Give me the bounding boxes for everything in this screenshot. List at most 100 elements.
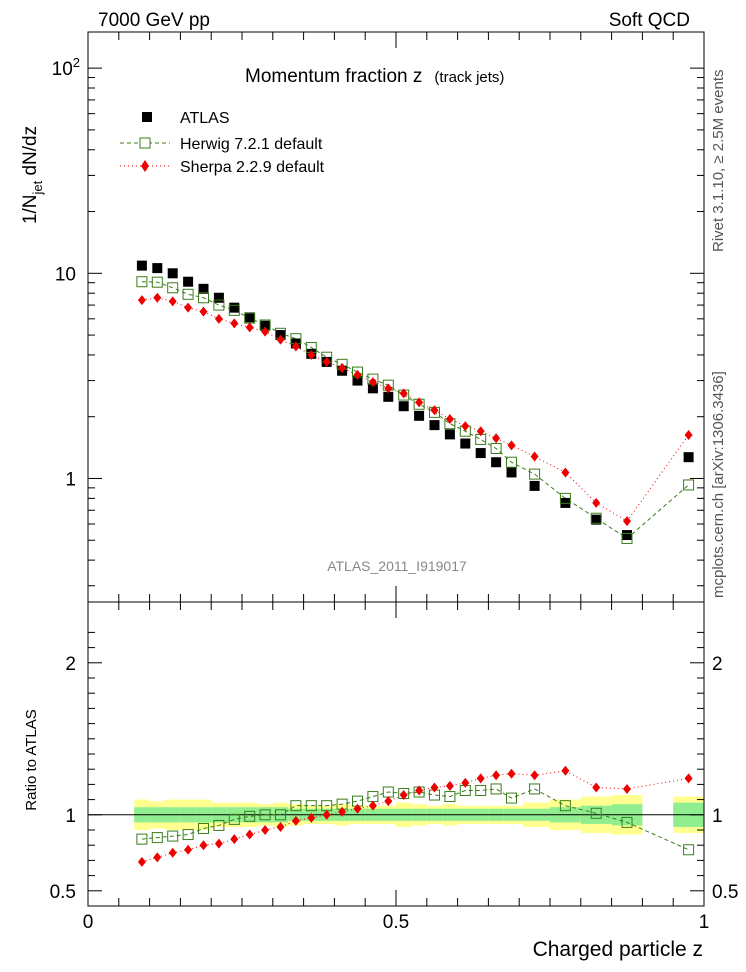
herwig-ratio-point (559, 800, 571, 812)
ratio-panel: 2 21 10.5 0.50 0.5 1 Ratio to ATLAS Charged p… (23, 601, 738, 961)
herwig-line (141, 281, 689, 540)
atlas-point (429, 420, 440, 431)
herwig-point (506, 456, 517, 468)
sherpa-point (399, 388, 408, 399)
y-tick-label-ratio: 1 (65, 806, 76, 827)
herwig-point (198, 292, 209, 304)
sherpa-point (322, 356, 331, 367)
herwig-point (151, 276, 163, 288)
sherpa-ratio-point (307, 812, 316, 823)
atlas-point (506, 467, 517, 478)
atlas-point (198, 283, 209, 294)
herwig-ratio-point (275, 809, 286, 821)
herwig-ratio-point (290, 800, 302, 812)
herwig-point (490, 442, 502, 454)
herwig-point (683, 479, 695, 491)
sherpa-point (137, 295, 146, 306)
y-tick-label-ratio-right: 2 (712, 654, 723, 675)
herwig-point (167, 282, 179, 294)
sherpa-point (168, 296, 177, 307)
atlas-point (167, 268, 178, 279)
sherpa-point (592, 497, 601, 508)
herwig-point (529, 468, 541, 480)
sherpa-ratio-point (492, 770, 501, 781)
atlas-point (260, 320, 271, 331)
y-tick-label-ratio-right: 0.5 (712, 882, 738, 903)
x-tick-label: 0 (83, 912, 94, 933)
sherpa-ratio-point (461, 777, 470, 788)
herwig-point (213, 299, 225, 311)
sherpa-point (291, 341, 300, 352)
atlas-point (136, 260, 147, 271)
sherpa-point (476, 426, 485, 437)
atlas-point (213, 292, 224, 303)
sherpa-ratio-point (592, 782, 601, 793)
mcplots-label: mcplots.cern.ch [arXiv:1306.3436] (710, 371, 727, 598)
legend-entry-sherpa: Sherpa 2.2.9 default (120, 159, 325, 176)
sherpa-point (530, 451, 539, 462)
legend-label-sherpa: Sherpa 2.2.9 default (180, 159, 325, 176)
sherpa-point (307, 349, 316, 360)
legend-label-herwig: Herwig 7.2.1 default (180, 136, 323, 153)
sherpa-ratio-point (623, 783, 631, 794)
herwig-point (136, 276, 148, 288)
sherpa-ratio-point (137, 856, 146, 867)
sherpa-ratio-point (276, 821, 285, 832)
legend: ATLAS Herwig 7.2.1 default Sherpa 2.2.9 … (120, 110, 325, 176)
sherpa-point (184, 302, 193, 313)
sherpa-ratio-point (322, 809, 331, 820)
sherpa-point (368, 377, 377, 388)
sherpa-ratio-point (214, 838, 223, 849)
y-tick-label-main: 10 (55, 264, 76, 285)
y-tick-label-main: 102 (52, 55, 80, 80)
sherpa-ratio-point (684, 773, 693, 784)
main-title-text: Momentum fraction z (245, 66, 422, 87)
atlas-point (367, 383, 378, 394)
sherpa-ratio-point (245, 829, 254, 840)
sherpa-point (507, 440, 516, 451)
atlas-point (414, 410, 425, 421)
herwig-point (590, 512, 602, 524)
sherpa-ratio-point (399, 790, 408, 801)
herwig-ratio-point (136, 833, 148, 845)
x-tick-label: 1 (699, 912, 710, 933)
rivet-label: Rivet 3.1.10, ≥ 2.5M events (710, 70, 727, 253)
ratio-y-axis-label: Ratio to ATLAS (23, 709, 40, 810)
herwig-ratio-point (182, 829, 194, 841)
herwig-ratio-point (305, 800, 317, 812)
sherpa-ratio-point (430, 782, 439, 793)
sherpa-point (353, 369, 362, 380)
legend-marker-atlas (142, 112, 152, 122)
sherpa-point (214, 313, 223, 324)
sherpa-ratio-point (230, 834, 239, 845)
sherpa-point (261, 326, 270, 337)
herwig-point (559, 492, 571, 504)
sherpa-point (245, 322, 254, 333)
sherpa-ratio-point (338, 806, 347, 817)
legend-marker-herwig (139, 137, 151, 149)
atlas-point (475, 448, 486, 459)
sherpa-ratio-point (168, 847, 177, 858)
atlas-point (383, 391, 394, 402)
header-right: Soft QCD (609, 10, 690, 31)
main-title-note: (track jets) (434, 69, 504, 86)
atlas-point (352, 375, 363, 386)
legend-entry-herwig: Herwig 7.2.1 default (120, 136, 323, 153)
atlas-point (529, 480, 540, 491)
herwig-ratio-point (228, 813, 240, 825)
main-y-axis-label: 1/Njet dN/dz (20, 126, 45, 224)
herwig-ratio-point (506, 792, 517, 804)
herwig-ratio-point (382, 786, 394, 798)
sherpa-ratio-point (530, 770, 539, 781)
herwig-ratio-point (529, 783, 541, 795)
y-tick-label-ratio-right: 1 (712, 806, 723, 827)
sherpa-ratio-point (353, 803, 362, 814)
sherpa-ratio-point (384, 796, 393, 807)
herwig-ratio-point (475, 784, 487, 796)
sherpa-point (445, 413, 454, 424)
atlas-point (460, 438, 471, 449)
legend-entry-atlas: ATLAS (142, 110, 230, 127)
header-left: 7000 GeV pp (98, 10, 210, 31)
y-tick-label-ratio: 0.5 (50, 882, 76, 903)
herwig-ratio-point (321, 800, 333, 812)
